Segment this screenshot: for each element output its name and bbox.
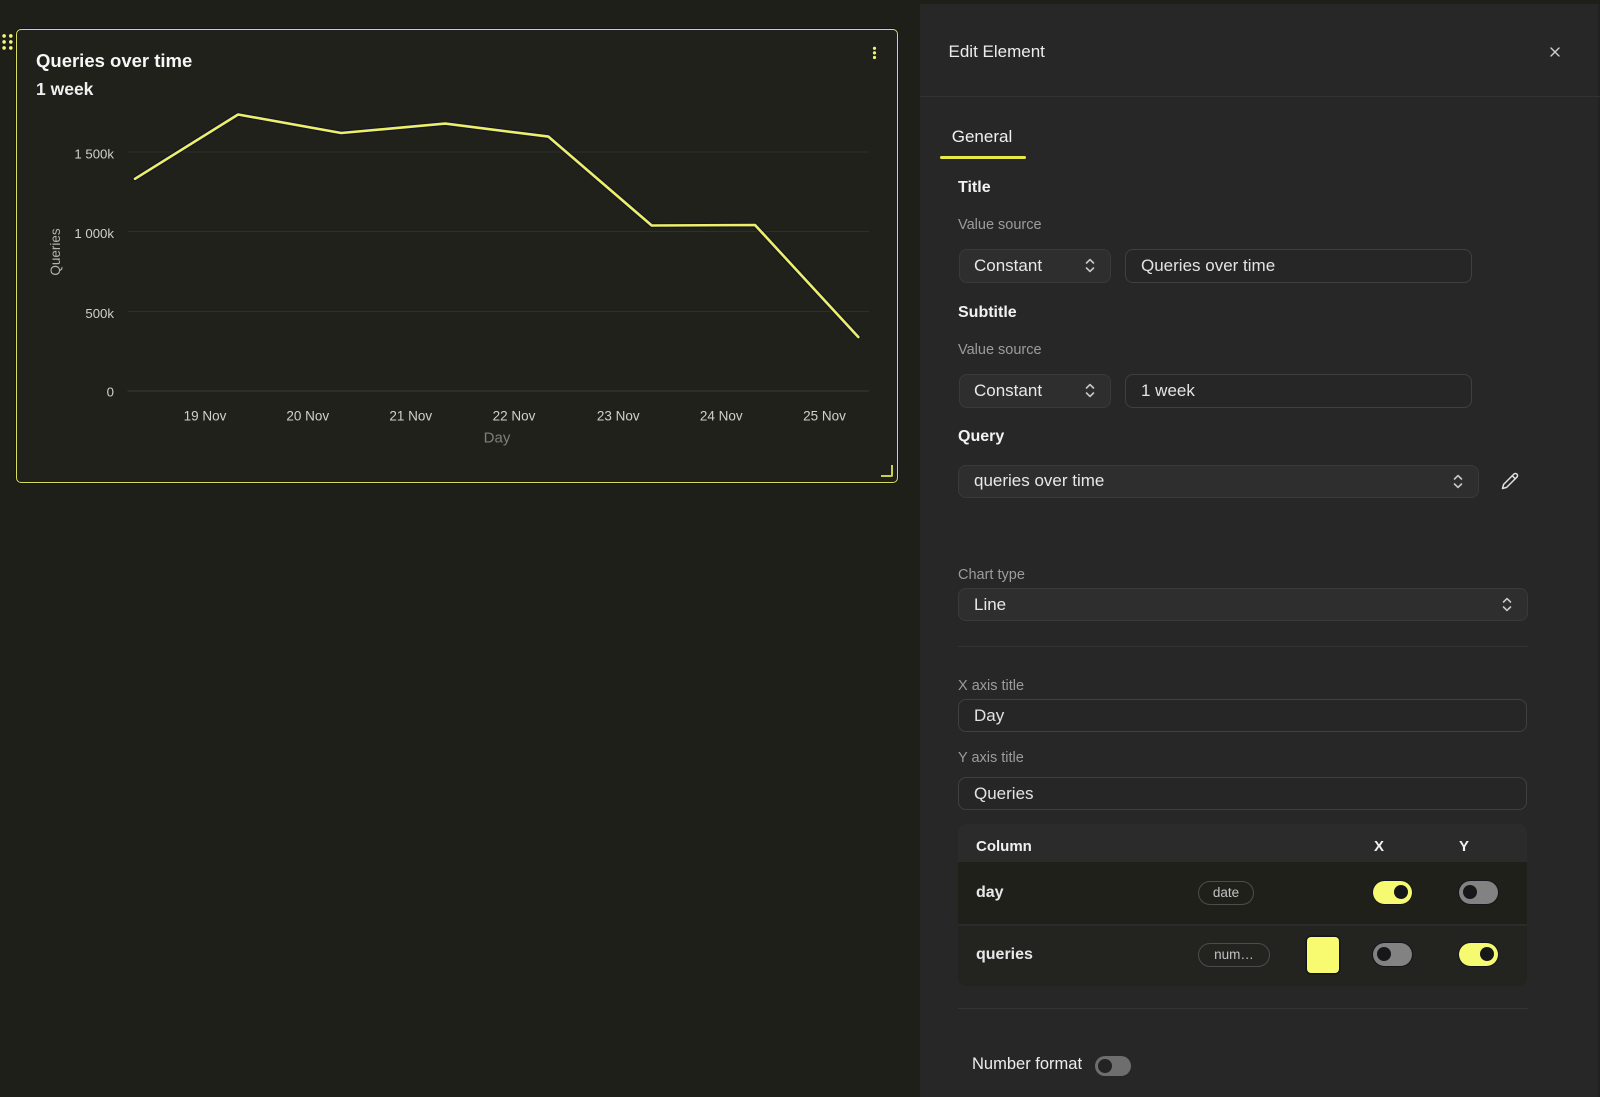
svg-text:1 000k: 1 000k	[74, 226, 114, 241]
svg-text:1 500k: 1 500k	[74, 147, 114, 162]
svg-text:23 Nov: 23 Nov	[597, 409, 640, 424]
svg-text:Day: Day	[484, 430, 511, 447]
svg-text:21 Nov: 21 Nov	[389, 409, 432, 424]
svg-text:500k: 500k	[85, 306, 114, 321]
svg-text:Queries: Queries	[48, 228, 63, 276]
svg-text:22 Nov: 22 Nov	[493, 409, 536, 424]
svg-text:20 Nov: 20 Nov	[286, 409, 329, 424]
svg-text:24 Nov: 24 Nov	[700, 409, 743, 424]
svg-text:0: 0	[107, 385, 114, 400]
svg-text:25 Nov: 25 Nov	[803, 409, 846, 424]
svg-text:19 Nov: 19 Nov	[184, 409, 227, 424]
